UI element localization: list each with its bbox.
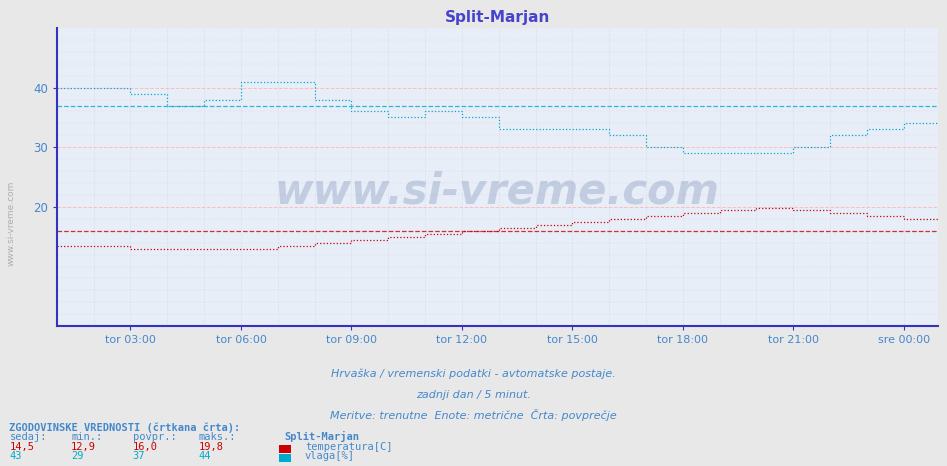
- Text: 44: 44: [199, 451, 211, 461]
- Text: 19,8: 19,8: [199, 442, 223, 452]
- Text: Hrvaška / vremenski podatki - avtomatske postaje.: Hrvaška / vremenski podatki - avtomatske…: [331, 369, 616, 379]
- Text: min.:: min.:: [71, 432, 102, 442]
- Text: www.si-vreme.com: www.si-vreme.com: [275, 171, 720, 213]
- Text: 37: 37: [133, 451, 145, 461]
- Text: vlaga[%]: vlaga[%]: [305, 451, 355, 461]
- Text: zadnji dan / 5 minut.: zadnji dan / 5 minut.: [416, 391, 531, 400]
- Text: povpr.:: povpr.:: [133, 432, 176, 442]
- Text: ZGODOVINSKE VREDNOSTI (črtkana črta):: ZGODOVINSKE VREDNOSTI (črtkana črta):: [9, 423, 241, 433]
- Text: 43: 43: [9, 451, 22, 461]
- Text: 16,0: 16,0: [133, 442, 157, 452]
- Text: Split-Marjan: Split-Marjan: [284, 432, 359, 442]
- Text: 12,9: 12,9: [71, 442, 96, 452]
- Title: Split-Marjan: Split-Marjan: [444, 10, 550, 26]
- Text: Meritve: trenutne  Enote: metrične  Črta: povprečje: Meritve: trenutne Enote: metrične Črta: …: [331, 410, 616, 421]
- Text: sedaj:: sedaj:: [9, 432, 47, 442]
- Text: www.si-vreme.com: www.si-vreme.com: [7, 181, 16, 267]
- Text: 29: 29: [71, 451, 83, 461]
- Text: maks.:: maks.:: [199, 432, 237, 442]
- Text: 14,5: 14,5: [9, 442, 34, 452]
- Text: temperatura[C]: temperatura[C]: [305, 442, 392, 452]
